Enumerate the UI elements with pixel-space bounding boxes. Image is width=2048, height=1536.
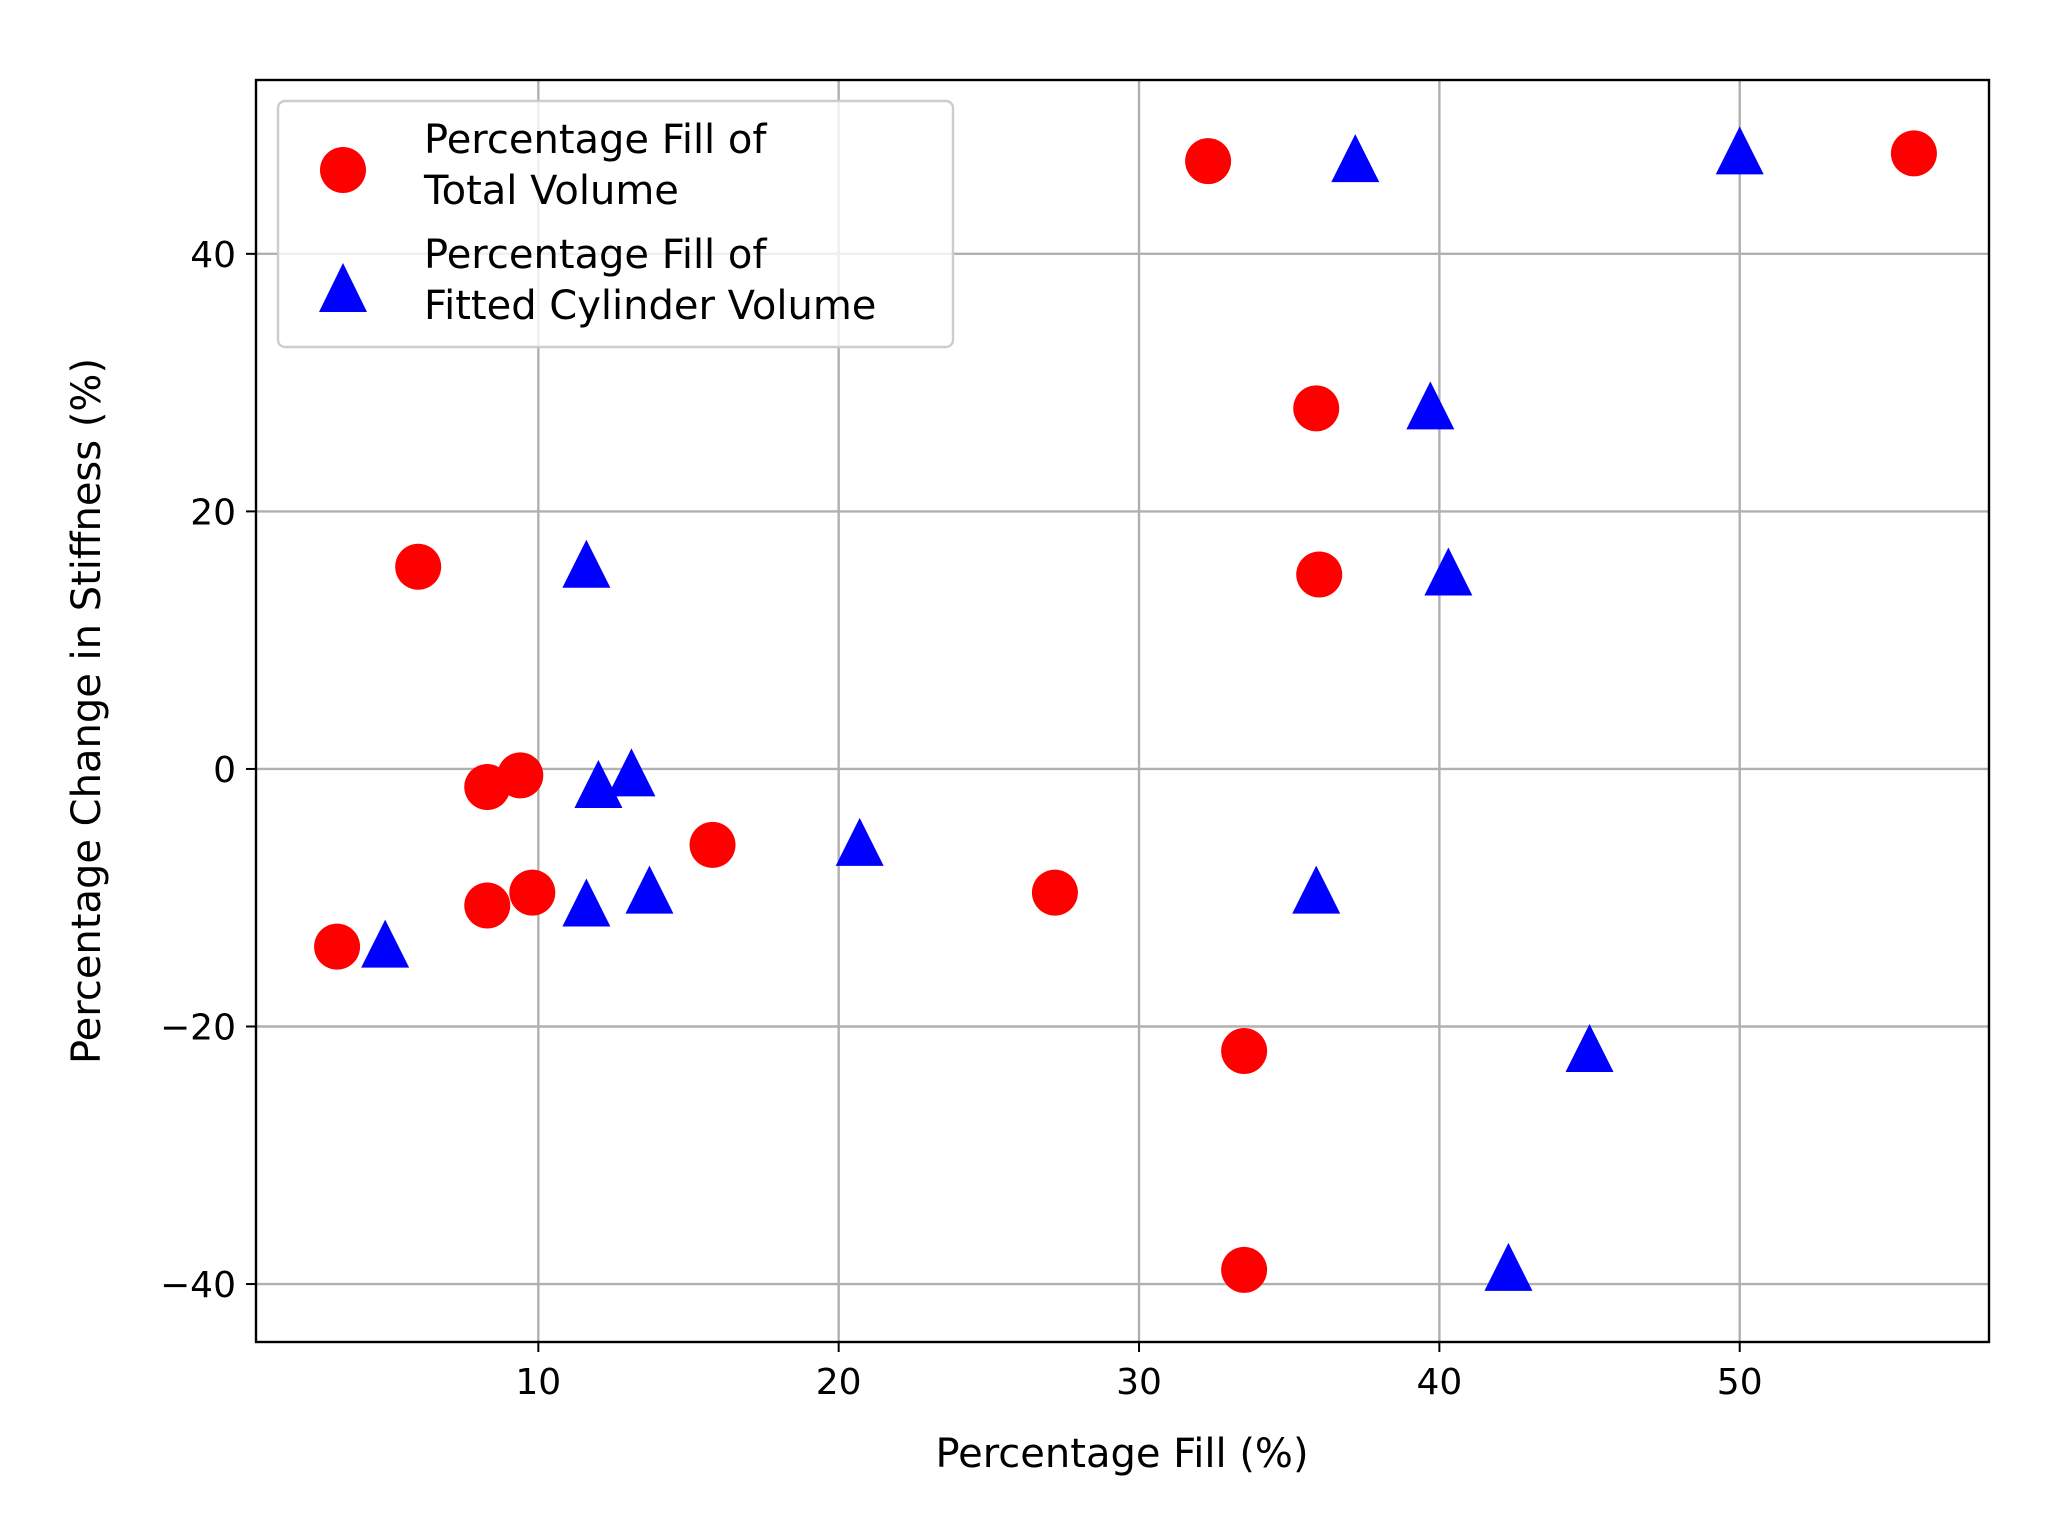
- y-tick-label: 40: [190, 235, 236, 276]
- legend-marker-circle: [320, 147, 366, 193]
- data-point-cylinder-volume: [607, 748, 656, 797]
- data-point-cylinder-volume: [562, 878, 611, 927]
- data-points: [314, 126, 1937, 1293]
- data-point-cylinder-volume: [361, 919, 410, 968]
- data-point-cylinder-volume: [1424, 547, 1473, 596]
- data-point-total-volume: [509, 869, 556, 916]
- data-point-cylinder-volume: [625, 865, 674, 914]
- legend-box: [276, 99, 955, 349]
- x-tick-label: 30: [1116, 1362, 1162, 1403]
- x-axis-label: Percentage Fill (%): [935, 1431, 1308, 1477]
- y-tick-label: −20: [160, 1008, 236, 1049]
- axis-ticks: 10 20 30 40 50 −40 −20 0 20 40: [160, 235, 1763, 1403]
- x-tick-label: 20: [816, 1362, 862, 1403]
- y-tick-label: −40: [160, 1265, 236, 1306]
- data-point-total-volume: [497, 752, 544, 799]
- legend-label-cylinder-line2: Fitted Cylinder Volume: [424, 283, 876, 329]
- data-point-cylinder-volume: [1484, 1242, 1533, 1291]
- data-point-cylinder-volume: [1715, 126, 1764, 175]
- data-point-cylinder-volume: [835, 817, 884, 866]
- data-point-cylinder-volume: [1406, 381, 1455, 430]
- legend-label-total-line2: Total Volume: [423, 168, 679, 214]
- plot-frame: [254, 78, 1991, 1344]
- data-point-total-volume: [1221, 1246, 1268, 1293]
- y-axis-label: Percentage Change in Stiffness (%): [64, 358, 110, 1064]
- data-point-total-volume: [689, 821, 736, 868]
- y-tick-label: 0: [213, 750, 236, 791]
- data-point-cylinder-volume: [1331, 134, 1380, 183]
- x-tick-label: 50: [1717, 1362, 1763, 1403]
- data-point-total-volume: [1185, 138, 1232, 185]
- legend: Percentage Fill of Total Volume Percenta…: [276, 99, 955, 349]
- data-point-cylinder-volume: [1565, 1023, 1614, 1072]
- data-point-total-volume: [1031, 869, 1078, 916]
- y-tick-label: 20: [190, 492, 236, 533]
- data-point-cylinder-volume: [562, 539, 611, 588]
- data-point-total-volume: [1296, 551, 1343, 598]
- x-tick-label: 10: [515, 1362, 561, 1403]
- data-point-total-volume: [1293, 385, 1340, 432]
- data-point-cylinder-volume: [1292, 865, 1341, 914]
- data-point-total-volume: [314, 923, 361, 970]
- legend-label-total-line1: Percentage Fill of: [424, 117, 767, 163]
- data-point-total-volume: [464, 882, 511, 929]
- data-point-total-volume: [1890, 130, 1937, 177]
- legend-label-cylinder-line1: Percentage Fill of: [424, 232, 767, 278]
- legend-marker-triangle: [319, 263, 367, 312]
- x-tick-label: 40: [1416, 1362, 1462, 1403]
- data-point-total-volume: [395, 543, 442, 590]
- data-point-total-volume: [1221, 1027, 1268, 1074]
